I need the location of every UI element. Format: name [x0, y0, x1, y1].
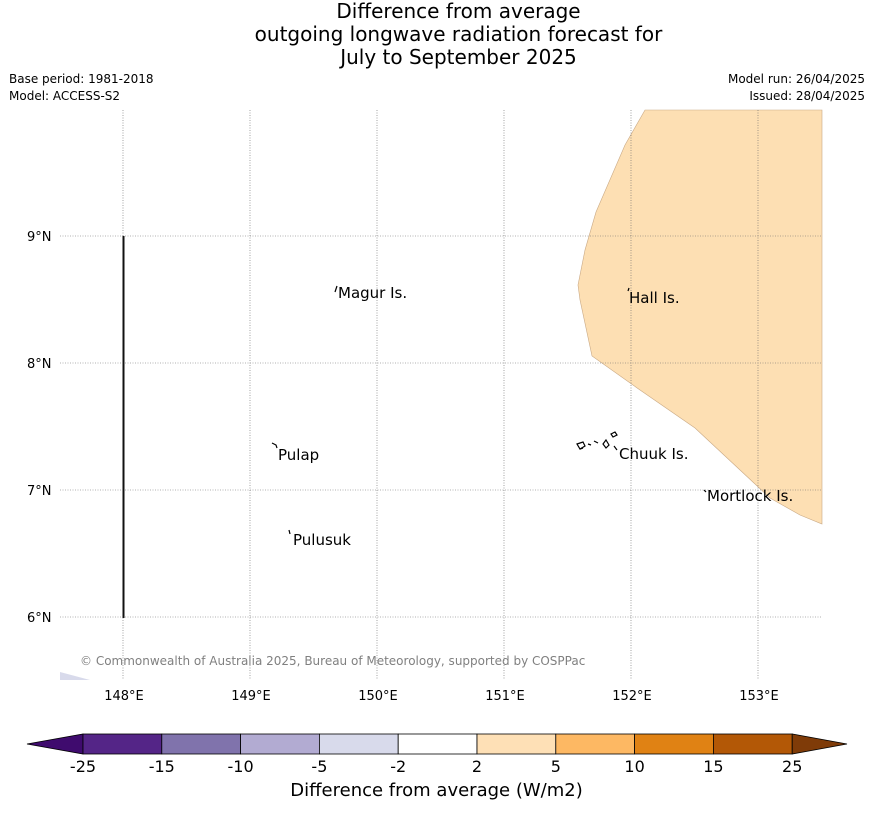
pulap-island-shape [271, 442, 278, 449]
colorbar-title: Difference from average (W/m2) [290, 780, 583, 801]
place-label-pulap: Pulap [278, 446, 319, 464]
colorbar-tick-label: 2 [472, 757, 482, 776]
copyright-text: © Commonwealth of Australia 2025, Bureau… [80, 654, 585, 668]
place-label-mortlock: Mortlock Is. [707, 487, 793, 505]
colorbar-extend-low [26, 733, 84, 755]
colorbar-extend-high [791, 733, 848, 755]
colorbar-swatch [555, 733, 635, 755]
lon-label-148e: 148°E [104, 689, 144, 704]
place-label-pulusuk: Pulusuk [293, 531, 351, 549]
map: 9°N 8°N 7°N 6°N 148°E 149°E 150°E 151°E … [27, 109, 823, 704]
colorbar-tick-label: -25 [70, 757, 96, 776]
place-label-magur: Magur Is. [338, 284, 407, 302]
colorbar-swatch [82, 733, 163, 755]
base-period-text: Base period: 1981-2018 [9, 72, 154, 86]
colorbar: -25 -15 -10 -5 -2 2 5 10 15 25 [26, 733, 848, 776]
colorbar-swatch [318, 733, 399, 755]
lat-label-7n: 7°N [27, 484, 52, 499]
magur-island-shape [334, 285, 338, 293]
colorbar-swatches [26, 733, 848, 755]
anomaly-region-edge [60, 672, 90, 680]
metadata-left: Base period: 1981-2018 Model: ACCESS-S2 [9, 71, 154, 105]
lon-label-151e: 151°E [485, 689, 525, 704]
island-markers [271, 285, 707, 535]
title-line-3: July to September 2025 [340, 45, 577, 69]
chart-title: Difference from average outgoing longwav… [0, 0, 873, 69]
metadata-right: Model run: 26/04/2025 Issued: 28/04/2025 [728, 71, 865, 105]
model-run-text: Model run: 26/04/2025 [727, 72, 865, 86]
pulusuk-island-shape [288, 529, 291, 535]
colorbar-swatch [161, 733, 242, 755]
anomaly-region [577, 109, 823, 525]
mortlock-island-shape [703, 489, 707, 493]
colorbar-tick-label: 10 [624, 757, 644, 776]
colorbar-tick-label: 15 [703, 757, 723, 776]
colorbar-swatch [634, 733, 714, 755]
model-text: Model: ACCESS-S2 [9, 89, 121, 103]
place-label-chuuk: Chuuk Is. [619, 445, 688, 463]
colorbar-swatch [476, 733, 557, 755]
hall-island-shape [627, 287, 630, 292]
colorbar-tick-label: 25 [782, 757, 802, 776]
chuuk-island-shapes [576, 431, 618, 451]
title-line-1: Difference from average [336, 0, 581, 23]
colorbar-tick-label: -2 [390, 757, 406, 776]
issued-text: Issued: 28/04/2025 [749, 89, 865, 103]
lon-label-152e: 152°E [612, 689, 652, 704]
colorbar-tick-label: -10 [228, 757, 254, 776]
colorbar-tick-label: 5 [551, 757, 561, 776]
colorbar-swatch [240, 733, 320, 755]
colorbar-swatch [713, 733, 793, 755]
lon-label-149e: 149°E [231, 689, 271, 704]
colorbar-tick-label: -5 [311, 757, 327, 776]
lat-label-6n: 6°N [27, 611, 52, 626]
lon-label-150e: 150°E [358, 689, 398, 704]
lat-label-8n: 8°N [27, 357, 52, 372]
colorbar-swatch [397, 733, 478, 755]
place-label-hall: Hall Is. [629, 289, 680, 307]
lon-label-153e: 153°E [739, 689, 779, 704]
colorbar-tick-label: -15 [149, 757, 175, 776]
colorbar-ticks: -25 -15 -10 -5 -2 2 5 10 15 25 [70, 757, 802, 776]
title-line-2: outgoing longwave radiation forecast for [254, 22, 663, 46]
lat-label-9n: 9°N [27, 230, 52, 245]
